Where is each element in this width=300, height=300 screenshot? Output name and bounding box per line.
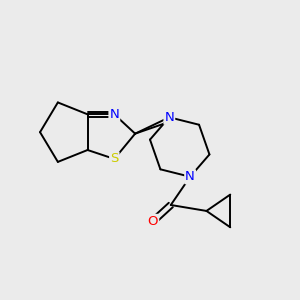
Text: N: N xyxy=(185,170,195,183)
Text: O: O xyxy=(148,215,158,228)
Text: N: N xyxy=(110,108,119,121)
Text: S: S xyxy=(110,152,118,165)
Text: N: N xyxy=(164,111,174,124)
